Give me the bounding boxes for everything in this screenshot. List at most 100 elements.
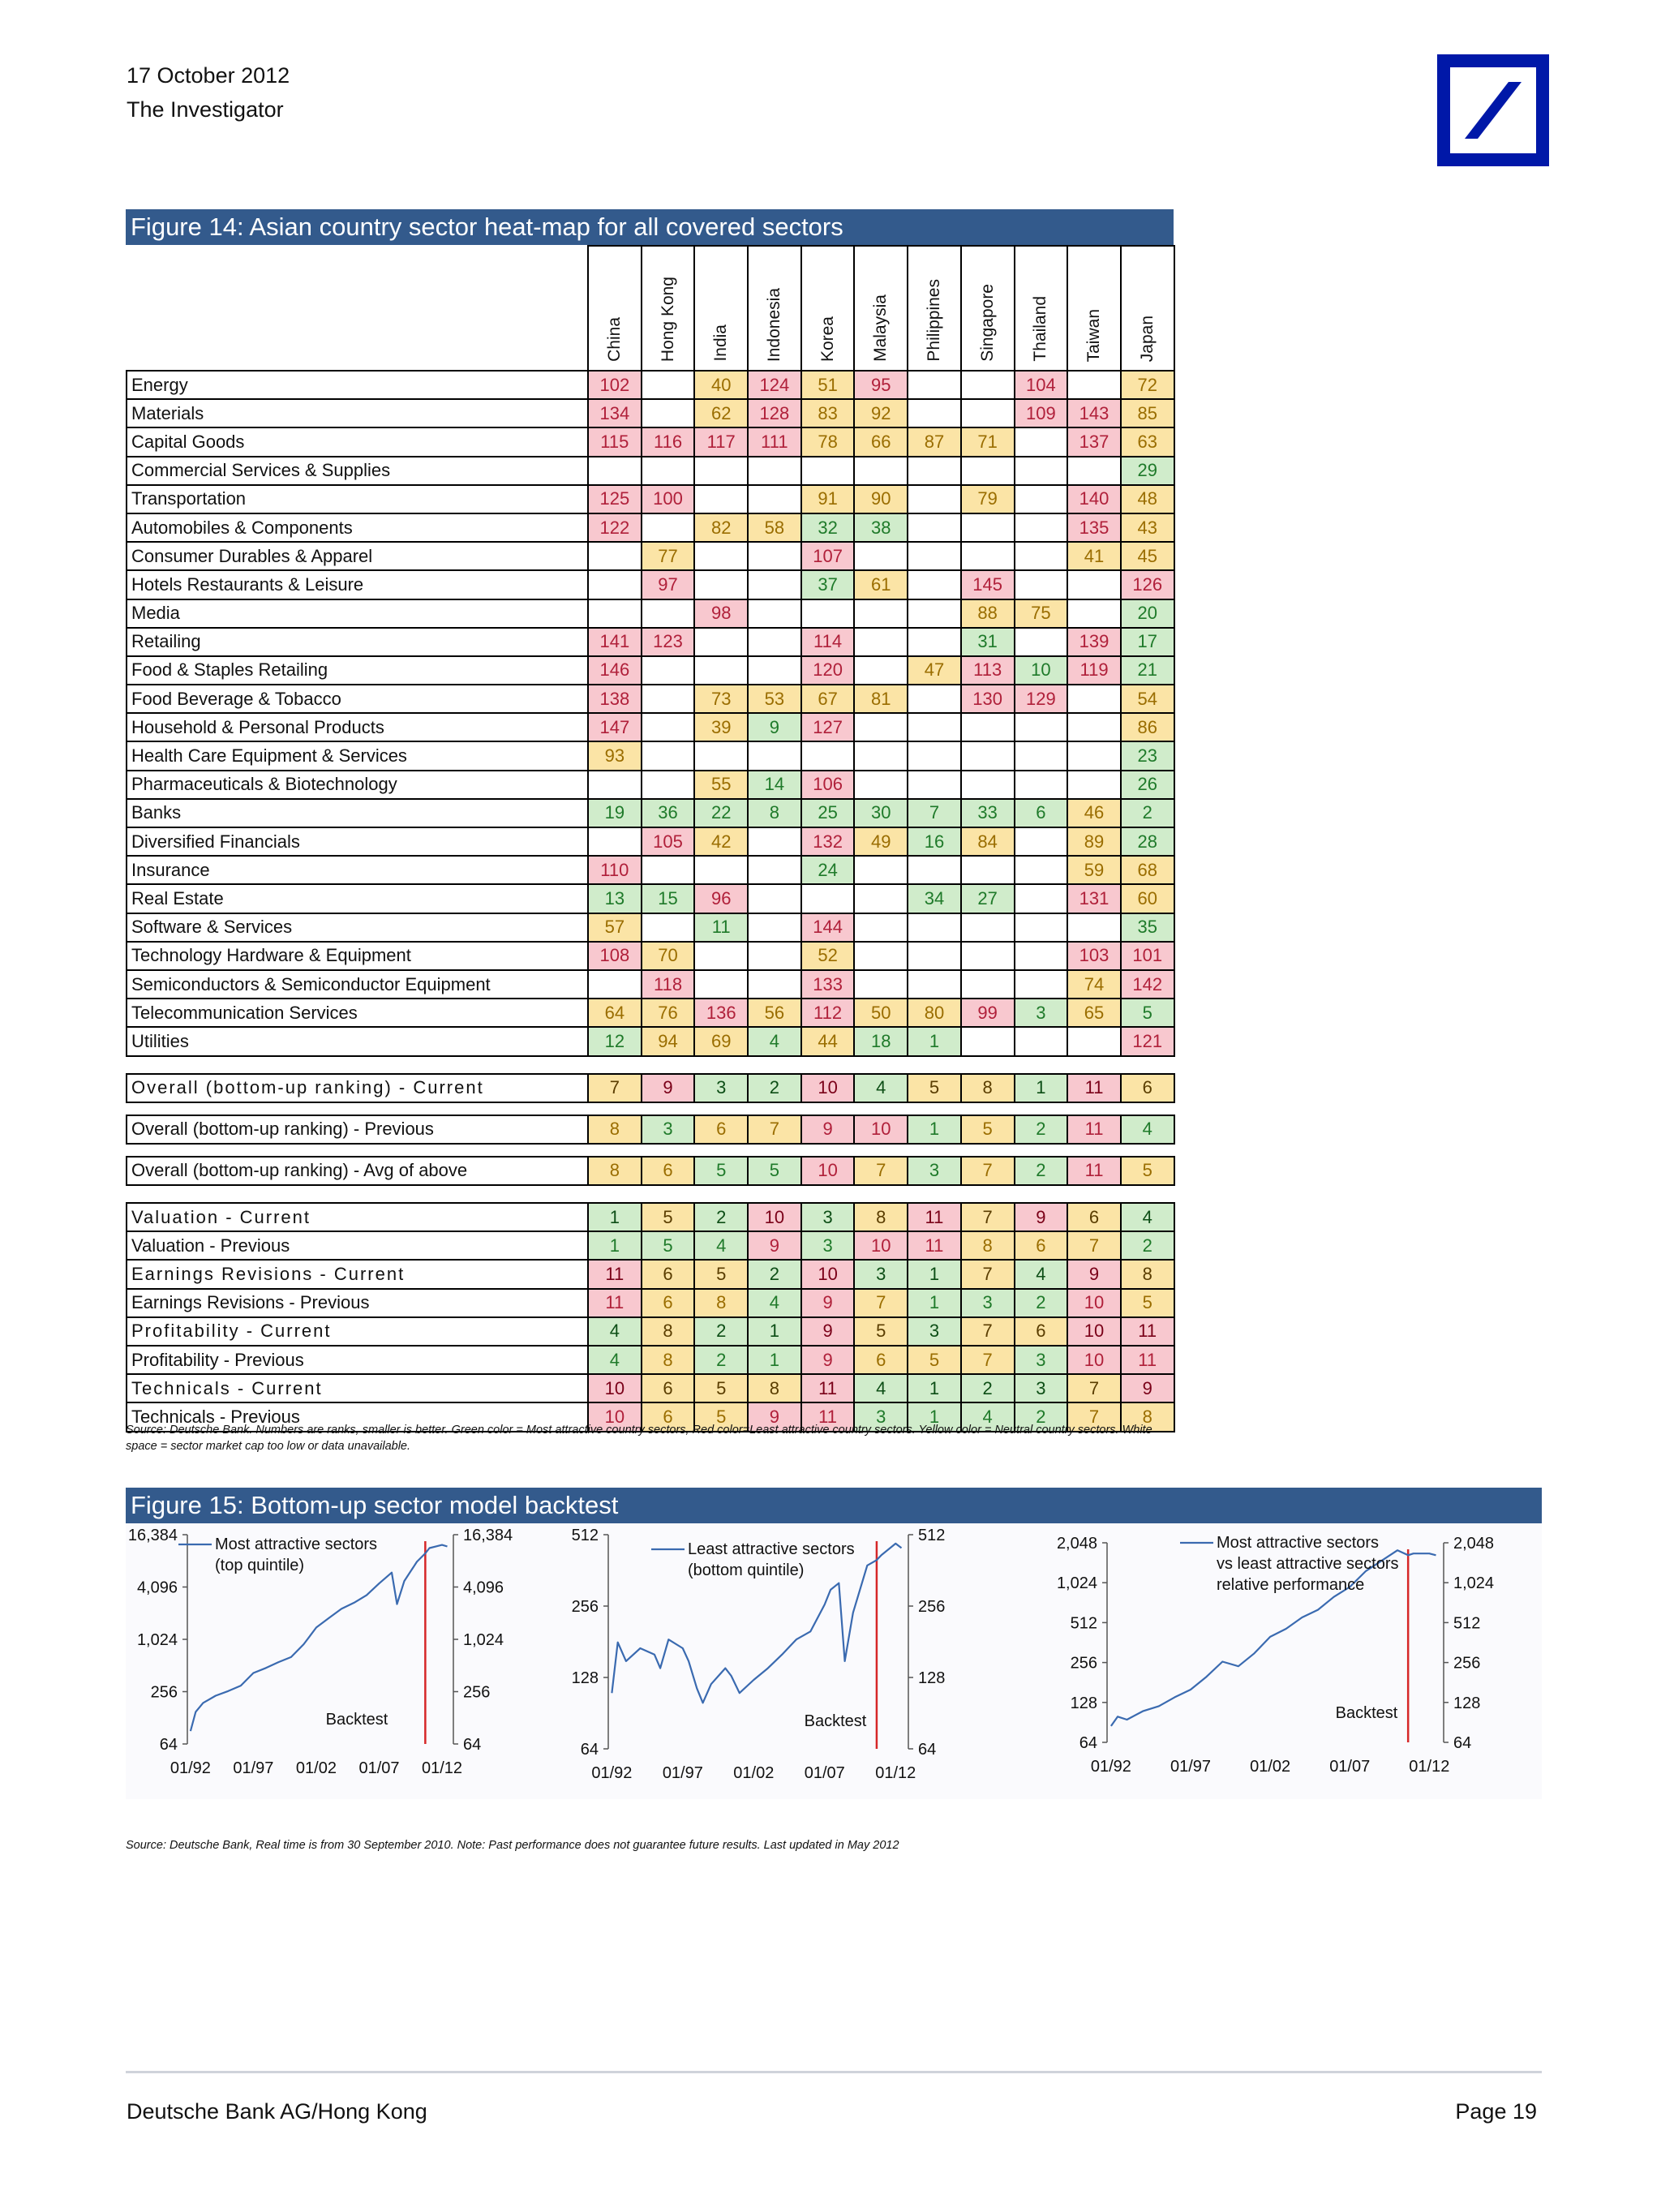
rank-cell [587,541,642,572]
rank-cell: 6 [1013,1316,1069,1347]
rank-cell: 101 [1119,940,1175,971]
rank-cell [959,712,1015,743]
rank-cell: 129 [1013,684,1069,715]
rank-cell [959,455,1015,486]
rank-cell: 107 [800,541,856,572]
rank-cell: 121 [1119,1026,1175,1057]
rank-cell: 80 [907,998,962,1029]
publication-name: The Investigator [127,97,284,122]
rank-cell: 78 [800,427,856,457]
rank-cell: 42 [693,826,749,857]
legend-label: Most attractive sectors [1217,1534,1379,1552]
rank-cell: 7 [1067,1373,1122,1404]
chart-svg: 64 64 256 256 1,024 1,024 4,096 4,096 16,384 16,3… [128,1527,513,1777]
rank-cell [747,598,802,629]
table-spacer [127,1056,1174,1074]
rank-cell: 14 [747,769,802,800]
rank-cell [1013,455,1069,486]
sector-row: Utilities 12 94 69 4 44 18 1 121 [126,1026,1175,1057]
rank-cell: 8 [959,1231,1015,1261]
rank-cell: 6 [640,1155,696,1187]
rank-cell: 1 [747,1344,802,1376]
rank-cell: 63 [1119,427,1175,457]
rank-cell: 111 [747,427,802,457]
rank-cell [640,455,696,486]
rank-cell: 67 [800,684,856,715]
x-tick-label: 01/97 [1170,1758,1211,1776]
header-corner [127,246,589,372]
rank-cell: 38 [853,512,909,543]
rank-cell: 11 [1067,1155,1122,1187]
rank-cell [853,541,909,572]
rank-cell: 125 [587,483,642,514]
rank-cell: 45 [1119,541,1175,572]
rank-cell [959,769,1015,800]
rank-cell: 6 [640,1259,696,1290]
rank-cell [640,512,696,543]
rank-cell: 1 [907,1373,962,1404]
footer-divider [126,2071,1542,2073]
rank-cell: 99 [959,998,1015,1029]
rank-cell: 132 [800,826,856,857]
y-tick-label-right: 256 [918,1598,945,1616]
legend-label: (bottom quintile) [688,1561,804,1579]
rank-cell: 19 [587,797,642,829]
rank-cell: 10 [1067,1287,1122,1318]
country-name: Indonesia [764,287,783,362]
rank-cell: 76 [640,998,696,1029]
legend-label: Most attractive sectors [215,1536,377,1553]
rank-cell: 7 [959,1316,1015,1347]
rank-cell [640,684,696,715]
rank-cell [959,369,1015,401]
rank-cell [693,655,749,686]
x-tick-label: 01/92 [1091,1758,1131,1776]
y-tick-label-right: 512 [1453,1614,1480,1632]
rank-cell: 91 [800,483,856,514]
spacer-cell [127,1185,1174,1203]
country-header: Taiwan [1067,245,1122,372]
rank-cell: 5 [640,1231,696,1261]
sector-row: Automobiles & Components 122 82 58 32 38 135 43 [126,512,1175,543]
y-tick-label-right: 256 [463,1684,490,1702]
rank-cell: 3 [1013,1373,1069,1404]
row-label: Retailing [126,626,589,657]
rank-cell: 59 [1067,855,1122,886]
rank-cell [959,541,1015,572]
rank-cell: 34 [907,883,962,914]
rank-cell: 136 [693,998,749,1029]
country-header: Korea [800,245,856,372]
rank-cell [853,712,909,743]
rank-cell: 128 [747,398,802,429]
sector-row: Food & Staples Retailing 146 120 47 113 10 119… [126,655,1175,686]
rank-cell: 105 [640,826,696,857]
rank-cell: 72 [1119,369,1175,401]
figure-14-source-note: Source: Deutsche Bank. Numbers are ranks… [126,1424,1152,1453]
rank-cell: 137 [1067,427,1122,457]
rank-cell [640,598,696,629]
rank-cell: 6 [1013,797,1069,829]
rank-cell: 122 [587,512,642,543]
rank-cell: 10 [1067,1344,1122,1376]
rank-cell: 4 [587,1316,642,1347]
row-label: Automobiles & Components [126,512,589,543]
rank-cell: 7 [907,797,962,829]
rank-cell: 88 [959,598,1015,629]
rank-cell: 2 [747,1259,802,1290]
y-tick-label-right: 64 [918,1741,936,1759]
x-tick-label: 01/07 [1329,1758,1370,1776]
rank-cell [587,826,642,857]
y-tick-label-left: 256 [1071,1655,1097,1673]
rank-cell: 144 [800,912,856,943]
rank-cell: 2 [1119,1231,1175,1261]
rank-cell: 40 [693,369,749,401]
rank-cell [907,369,962,401]
sector-row: Transportation 125 100 91 90 79 140 48 [126,483,1175,514]
rank-cell: 54 [1119,684,1175,715]
rank-cell: 108 [587,940,642,971]
rank-cell: 61 [853,569,909,600]
rank-cell: 6 [693,1114,749,1145]
rank-cell: 5 [693,1402,749,1432]
y-tick-label-right: 1,024 [463,1631,504,1649]
rank-cell: 98 [693,598,749,629]
rank-cell: 7 [1067,1231,1122,1261]
